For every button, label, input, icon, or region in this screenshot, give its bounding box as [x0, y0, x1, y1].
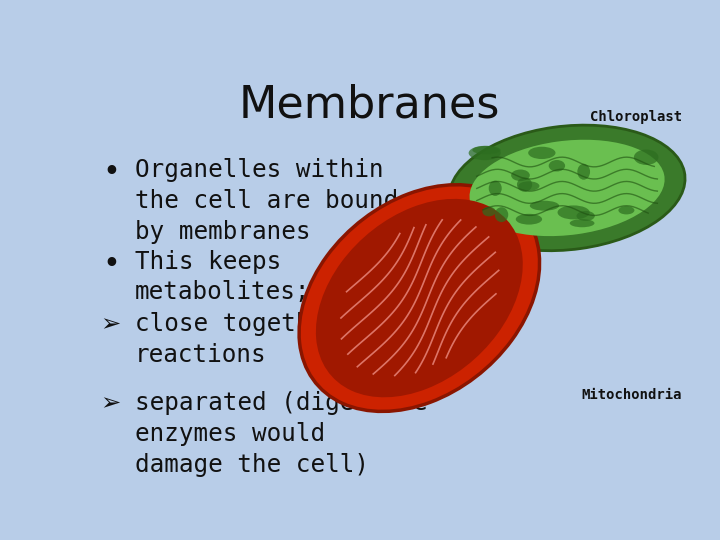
- Ellipse shape: [489, 181, 502, 196]
- Ellipse shape: [557, 205, 590, 219]
- Ellipse shape: [528, 147, 556, 159]
- Ellipse shape: [577, 211, 595, 221]
- Ellipse shape: [618, 206, 634, 214]
- Ellipse shape: [518, 181, 539, 191]
- Ellipse shape: [469, 146, 500, 160]
- Text: ➢: ➢: [100, 391, 120, 415]
- Ellipse shape: [449, 125, 685, 251]
- Text: Membranes: Membranes: [238, 84, 500, 126]
- Text: Chloroplast: Chloroplast: [590, 110, 682, 124]
- Ellipse shape: [517, 178, 532, 192]
- Text: separated (digestive
enzymes would
damage the cell): separated (digestive enzymes would damag…: [135, 391, 427, 476]
- Ellipse shape: [299, 185, 539, 411]
- Text: ➢: ➢: [100, 312, 120, 336]
- Ellipse shape: [482, 207, 495, 217]
- Ellipse shape: [472, 146, 500, 154]
- Ellipse shape: [469, 140, 665, 236]
- Text: Mitochondria: Mitochondria: [582, 388, 682, 402]
- Ellipse shape: [530, 201, 559, 211]
- Text: •: •: [102, 250, 120, 279]
- Text: This keeps
metabolites;: This keeps metabolites;: [135, 250, 310, 305]
- Text: close together for
reactions: close together for reactions: [135, 312, 398, 367]
- Text: •: •: [102, 158, 120, 187]
- Ellipse shape: [511, 170, 530, 181]
- Ellipse shape: [570, 219, 595, 227]
- Ellipse shape: [549, 160, 565, 172]
- Ellipse shape: [495, 207, 508, 222]
- Ellipse shape: [516, 214, 542, 225]
- Ellipse shape: [316, 199, 523, 397]
- Text: Organelles within
the cell are bound
by membranes: Organelles within the cell are bound by …: [135, 158, 398, 244]
- Ellipse shape: [634, 150, 659, 165]
- Ellipse shape: [577, 164, 590, 180]
